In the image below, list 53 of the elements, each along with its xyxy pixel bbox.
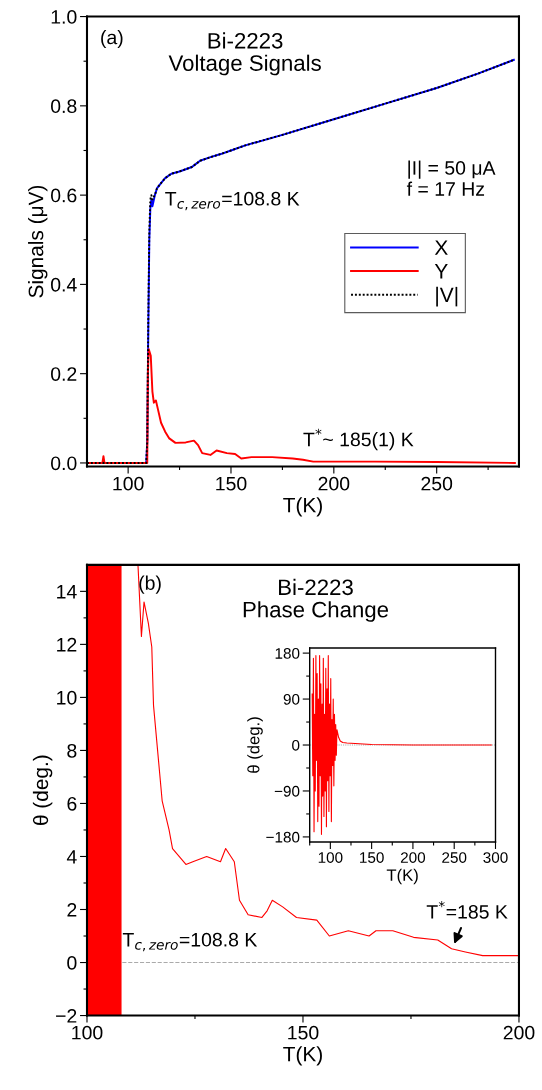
text: Bi-2223 Phase Change	[243, 578, 389, 622]
x-tick-label: 100	[113, 476, 144, 491]
legend-label: |V|	[436, 286, 458, 307]
y-tick-label: 1.0	[51, 10, 77, 24]
annotation: (a)	[101, 30, 123, 49]
x-tick-label: 150	[360, 852, 384, 863]
annotation: T$^{*}$=185 K	[426, 901, 508, 919]
y-tick-label: 90	[283, 693, 300, 705]
x-tick-label: 250	[442, 852, 467, 863]
y-axis-title: Signals (μV)	[28, 185, 48, 298]
y-tick-label: 8	[67, 743, 77, 758]
y-tick-label: 0.8	[51, 99, 77, 114]
x-tick-label: 200	[318, 476, 350, 491]
line-series	[311, 655, 492, 835]
y-tick-label: 0.2	[51, 367, 77, 381]
x-axis-title: T(K)	[386, 868, 418, 885]
y-tick-label: 10	[57, 690, 77, 705]
line-series	[137, 564, 519, 957]
annotation: (b)	[139, 575, 161, 594]
x-axis-title: T(K)	[283, 1046, 322, 1066]
y-tick-label: 2	[67, 902, 77, 917]
text: Bi-2223 Voltage Signals	[168, 32, 321, 76]
y-axis-title: θ (deg.)	[32, 755, 53, 826]
x-tick-label: 250	[421, 476, 453, 491]
annotation: T$^{*}$~ 185(1) K	[303, 428, 414, 451]
y-tick-label: 0	[292, 739, 300, 751]
x-tick-label: 200	[400, 852, 426, 863]
y-tick-label: 6	[67, 796, 77, 811]
legend-label: Y	[434, 264, 448, 279]
y-tick-label: 0.4	[51, 277, 77, 292]
y-tick-label: −180	[266, 831, 300, 843]
y-tick-label: 0.6	[51, 188, 77, 203]
y-axis-title: θ (deg.)	[247, 717, 263, 773]
y-tick-label: −2	[56, 1009, 77, 1023]
x-tick-label: 100	[318, 852, 343, 863]
y-tick-label: 4	[66, 850, 77, 864]
annotation: |I| = 50 μA f = 17 Hz	[406, 160, 496, 196]
line-series	[86, 348, 516, 464]
x-tick-label: 300	[483, 852, 508, 863]
y-tick-label: 0	[67, 956, 77, 970]
y-tick-label: 14	[57, 585, 77, 599]
x-tick-label: 150	[216, 476, 247, 491]
annotation: T$_{c,zero}$=108.8 K	[122, 932, 258, 952]
x-tick-label: 150	[288, 1025, 319, 1040]
y-tick-label: 12	[57, 637, 77, 652]
annotation: T$_{c,zero}$=108.8 K	[165, 191, 300, 211]
x-tick-label: 100	[72, 1025, 103, 1040]
y-tick-label: 180	[275, 647, 300, 659]
y-tick-label: 0.0	[51, 456, 77, 471]
x-axis-title: T(K)	[283, 497, 322, 517]
legend-label: X	[434, 240, 448, 255]
x-tick-label: 200	[503, 1025, 535, 1040]
y-tick-label: −90	[274, 785, 300, 797]
